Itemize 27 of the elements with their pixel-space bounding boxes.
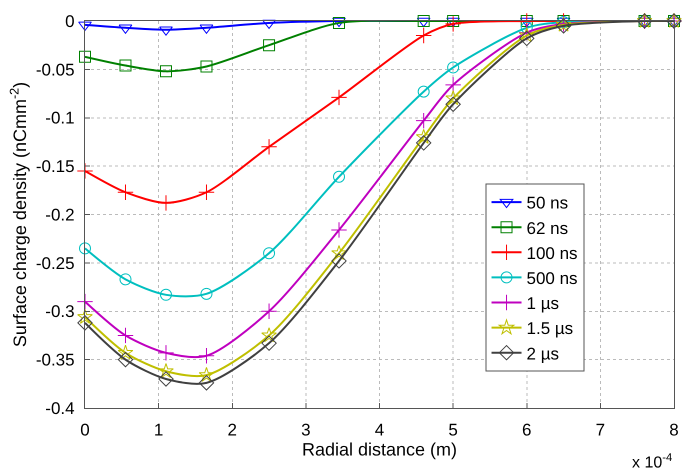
y-tick-label: -0.05 xyxy=(36,60,75,80)
x-tick-label: 0 xyxy=(80,420,90,440)
legend-label: 62 ns xyxy=(526,218,568,238)
legend-label: 1.5 µs xyxy=(526,319,574,338)
y-tick-label: -0.35 xyxy=(36,350,75,370)
legend-label: 2 µs xyxy=(526,344,560,364)
y-tick-label: -0.25 xyxy=(36,254,75,273)
x-tick-label: 3 xyxy=(301,420,311,440)
y-tick-label: -0.4 xyxy=(45,398,75,418)
x-tick-label: 7 xyxy=(596,420,606,440)
x-axis-title: Radial distance (m) xyxy=(302,439,458,460)
y-tick-label: -0.15 xyxy=(36,157,75,176)
y-tick-label: -0.1 xyxy=(45,108,75,128)
y-tick-label: 0 xyxy=(65,12,75,31)
x-tick-label: 4 xyxy=(374,420,384,440)
x-tick-label: 1 xyxy=(154,420,164,440)
x-tick-label: 6 xyxy=(522,420,532,440)
x-tick-label: 8 xyxy=(669,420,679,440)
legend-label: 100 ns xyxy=(526,244,578,263)
text: x 10$^{-4}$ xyxy=(632,452,672,470)
y-tick-label: -0.2 xyxy=(45,205,75,224)
legend-label: 1 µs xyxy=(526,294,560,314)
legend-label: 500 ns xyxy=(526,269,578,288)
x-tick-label: 5 xyxy=(448,420,458,440)
legend-label: 50 ns xyxy=(526,194,568,213)
x-tick-label: 2 xyxy=(228,420,237,440)
y-tick-label: -0.3 xyxy=(45,302,75,322)
